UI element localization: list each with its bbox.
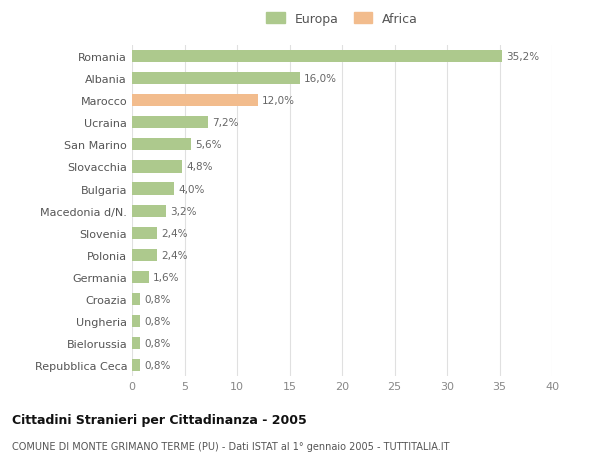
Text: 0,8%: 0,8% xyxy=(145,316,171,326)
Bar xyxy=(132,139,191,151)
Bar xyxy=(132,205,166,217)
Bar xyxy=(132,183,174,195)
Text: 0,8%: 0,8% xyxy=(145,294,171,304)
Bar xyxy=(132,161,182,173)
Text: Cittadini Stranieri per Cittadinanza - 2005: Cittadini Stranieri per Cittadinanza - 2… xyxy=(12,413,307,426)
Bar xyxy=(132,359,140,371)
Text: 0,8%: 0,8% xyxy=(145,360,171,370)
Bar xyxy=(132,315,140,327)
Text: 4,8%: 4,8% xyxy=(187,162,213,172)
Legend: Europa, Africa: Europa, Africa xyxy=(262,9,422,30)
Bar xyxy=(132,117,208,129)
Text: 16,0%: 16,0% xyxy=(304,74,337,84)
Text: 3,2%: 3,2% xyxy=(170,206,196,216)
Bar xyxy=(132,293,140,305)
Bar xyxy=(132,73,300,85)
Text: COMUNE DI MONTE GRIMANO TERME (PU) - Dati ISTAT al 1° gennaio 2005 - TUTTITALIA.: COMUNE DI MONTE GRIMANO TERME (PU) - Dat… xyxy=(12,441,449,451)
Text: 1,6%: 1,6% xyxy=(153,272,179,282)
Bar xyxy=(132,51,502,63)
Text: 2,4%: 2,4% xyxy=(161,250,188,260)
Bar xyxy=(132,337,140,349)
Text: 7,2%: 7,2% xyxy=(212,118,238,128)
Bar xyxy=(132,271,149,283)
Bar xyxy=(132,95,258,107)
Text: 4,0%: 4,0% xyxy=(178,184,205,194)
Text: 0,8%: 0,8% xyxy=(145,338,171,348)
Bar xyxy=(132,249,157,261)
Text: 12,0%: 12,0% xyxy=(262,96,295,106)
Text: 35,2%: 35,2% xyxy=(506,52,539,62)
Bar xyxy=(132,227,157,239)
Text: 2,4%: 2,4% xyxy=(161,228,188,238)
Text: 5,6%: 5,6% xyxy=(195,140,221,150)
